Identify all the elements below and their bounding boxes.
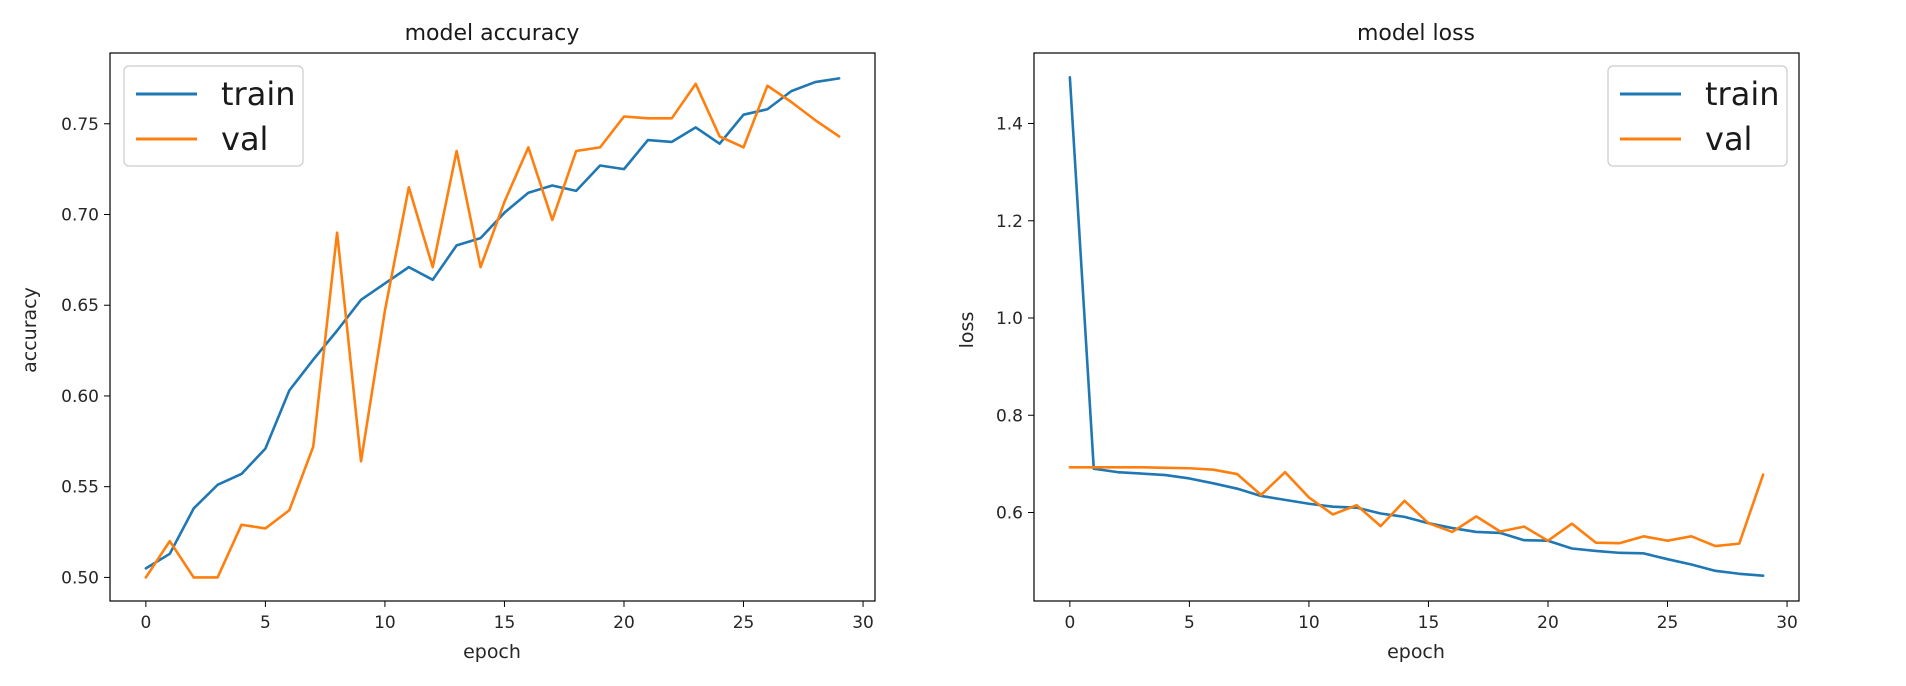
loss-series-line-train (1068, 76, 1765, 578)
loss-x-tick-label: 10 (1298, 613, 1320, 633)
accuracy-y-tick-label: 0.75 (61, 115, 99, 135)
loss-legend: train val (1607, 65, 1788, 167)
loss-y-tick-label: 1.4 (996, 115, 1023, 135)
accuracy-axes-frame (109, 52, 876, 602)
accuracy-x-tick-label: 5 (260, 613, 271, 633)
loss-y-tick-label: 1.0 (996, 309, 1023, 329)
accuracy-y-axis-label: accuracy (19, 287, 41, 373)
loss-y-tick-label: 0.6 (996, 504, 1023, 524)
accuracy-legend: train val (123, 65, 304, 167)
accuracy-x-tick-label: 0 (140, 613, 151, 633)
loss-legend-box (1607, 65, 1788, 167)
accuracy-x-tick-label: 25 (733, 613, 755, 633)
loss-panel: model loss 0 5 10 15 20 25 30 0.6 0.8 1.0 1.2 1.4 e… (956, 21, 1800, 663)
loss-x-tick-label: 25 (1657, 613, 1679, 633)
loss-x-tick-label: 15 (1418, 613, 1440, 633)
accuracy-x-tick-label: 10 (374, 613, 396, 633)
loss-chart-title: model loss (1357, 21, 1475, 46)
accuracy-y-tick-label: 0.55 (61, 478, 99, 498)
accuracy-x-tick-label: 30 (852, 613, 874, 633)
loss-y-tick-label: 1.2 (996, 212, 1023, 232)
accuracy-legend-label-val: val (221, 120, 268, 158)
accuracy-y-tick-label: 0.50 (61, 568, 99, 588)
loss-x-tick-label: 30 (1776, 613, 1798, 633)
accuracy-panel: model accuracy 0 5 10 15 20 25 300.500.550.600… (19, 21, 876, 663)
accuracy-series-line-val (144, 82, 841, 579)
accuracy-legend-box (123, 65, 304, 167)
loss-x-axis-label: epoch (1387, 641, 1445, 663)
accuracy-y-tick-label: 0.60 (61, 387, 99, 407)
loss-legend-label-train: train (1705, 75, 1779, 113)
loss-legend-label-val: val (1705, 120, 1752, 158)
loss-series-line-val (1068, 465, 1765, 548)
accuracy-y-tick-label: 0.65 (61, 296, 99, 316)
loss-axes-frame (1033, 52, 1800, 602)
accuracy-x-tick-label: 20 (613, 613, 635, 633)
accuracy-x-tick-label: 15 (494, 613, 516, 633)
loss-x-tick-label: 0 (1064, 613, 1075, 633)
accuracy-plot-area: 0 5 10 15 20 25 30 0.50 0.55 0.60 0.65 0.70 0.75 (61, 52, 876, 633)
loss-x-tick-label: 20 (1537, 613, 1559, 633)
accuracy-x-axis-label: epoch (463, 641, 521, 663)
loss-x-tick-label: 5 (1184, 613, 1195, 633)
accuracy-chart-title: model accuracy (405, 21, 580, 46)
loss-y-tick-label: 0.8 (996, 406, 1023, 426)
loss-plot-area: 0 5 10 15 20 25 30 0.6 0.8 1.0 1.2 1.4 (996, 52, 1800, 633)
loss-y-axis-label: loss (956, 312, 978, 349)
accuracy-y-tick-label: 0.70 (61, 205, 99, 225)
accuracy-legend-label-train: train (221, 75, 295, 113)
